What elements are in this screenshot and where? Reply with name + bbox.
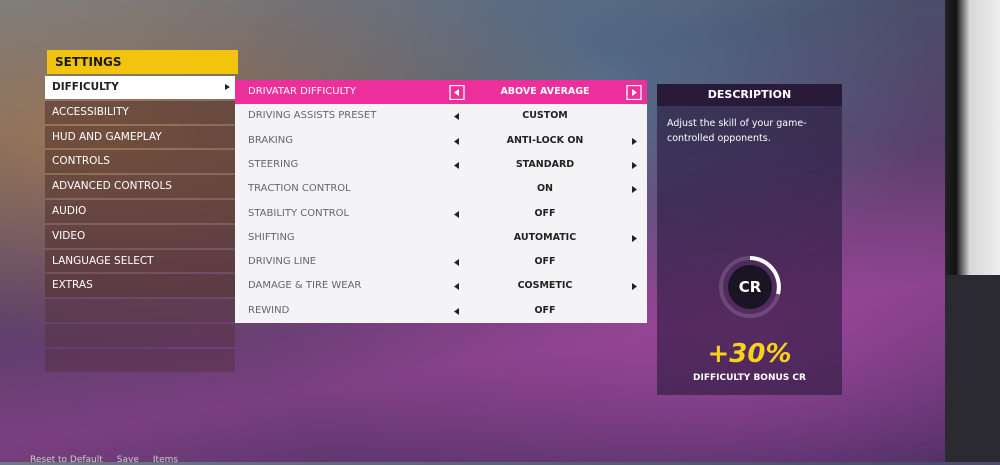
- left-arrow[interactable]: [449, 85, 465, 100]
- left-arrow[interactable]: [449, 207, 465, 222]
- bonus-caption: DIFFICULTY BONUS CR: [693, 373, 806, 383]
- setting-label: DRIVATAR DIFFICULTY: [248, 86, 356, 97]
- menu-item[interactable]: AUDIO: [45, 199, 235, 223]
- cr-gauge: CR: [719, 256, 781, 318]
- menu-item[interactable]: LANGUAGE SELECT: [45, 249, 235, 273]
- setting-label: SHIFTING: [248, 231, 295, 243]
- right-arrow[interactable]: [626, 134, 642, 149]
- setting-value: AUTOMATIC: [513, 231, 577, 243]
- left-arrow[interactable]: [449, 158, 465, 173]
- setting-label: BRAKING: [248, 134, 293, 146]
- setting-row[interactable]: DRIVATAR DIFFICULTY ABOVE AVERAGE: [235, 80, 647, 105]
- setting-row[interactable]: DRIVING ASSISTS PRESET CUSTOM: [235, 104, 647, 128]
- footer-hint[interactable]: Reset to Default: [30, 455, 103, 465]
- setting-row[interactable]: BRAKING ANTI-LOCK ON: [235, 129, 647, 153]
- footer-hints: Reset to Default Save Items: [30, 455, 192, 465]
- setting-label: REWIND: [248, 304, 290, 316]
- setting-value: COSMETIC: [517, 280, 573, 292]
- setting-value: ANTI-LOCK ON: [506, 134, 584, 146]
- right-arrow[interactable]: [626, 85, 642, 100]
- menu-item[interactable]: DIFFICULTY: [45, 76, 235, 99]
- footer-hint[interactable]: Save: [116, 455, 139, 465]
- setting-label: STABILITY CONTROL: [248, 207, 350, 219]
- setting-row[interactable]: SHIFTING AUTOMATIC: [235, 226, 647, 250]
- description-panel: DESCRIPTION Adjust the skill of your gam…: [657, 84, 842, 395]
- description-title: DESCRIPTION: [657, 84, 842, 106]
- setting-value: ABOVE AVERAGE: [500, 86, 590, 97]
- setting-label: DRIVING ASSISTS PRESET: [248, 110, 377, 122]
- menu-slot: [45, 299, 235, 322]
- menu-slot: [45, 323, 235, 347]
- bonus-value: +30%: [707, 339, 792, 369]
- setting-value: CUSTOM: [522, 110, 568, 122]
- right-arrow[interactable]: [626, 231, 642, 246]
- footer-hint[interactable]: Items: [152, 455, 179, 465]
- setting-label: STEERING: [248, 158, 299, 170]
- menu-item[interactable]: EXTRAS: [45, 274, 235, 298]
- setting-label: TRACTION CONTROL: [248, 183, 351, 195]
- left-arrow[interactable]: [449, 109, 465, 124]
- right-arrow[interactable]: [626, 158, 642, 173]
- setting-value: OFF: [534, 304, 556, 316]
- setting-row[interactable]: DRIVING LINE OFF: [235, 250, 647, 274]
- menu-item[interactable]: HUD AND GAMEPLAY: [45, 125, 235, 149]
- setting-value: OFF: [534, 207, 556, 219]
- setting-row[interactable]: TRACTION CONTROL ON: [235, 177, 647, 201]
- setting-row[interactable]: STEERING STANDARD: [235, 153, 647, 177]
- left-arrow[interactable]: [449, 134, 465, 149]
- setting-row[interactable]: REWIND OFF: [235, 299, 647, 323]
- menu-item[interactable]: ADVANCED CONTROLS: [45, 175, 235, 198]
- description-text: Adjust the skill of your game-controlled…: [667, 118, 807, 144]
- left-arrow[interactable]: [449, 304, 465, 319]
- left-arrow[interactable]: [449, 279, 465, 294]
- left-arrow[interactable]: [449, 255, 465, 270]
- setting-row[interactable]: STABILITY CONTROL OFF: [235, 202, 647, 226]
- right-arrow[interactable]: [626, 182, 642, 197]
- right-arrow[interactable]: [626, 279, 642, 294]
- menu: DIFFICULTY ACCESSIBILITY HUD AND GAMEPLAY C…: [45, 76, 235, 374]
- setting-value: STANDARD: [515, 158, 575, 170]
- settings-title: SETTINGS: [47, 50, 238, 74]
- setting-value: OFF: [534, 256, 556, 268]
- menu-slot: [45, 348, 235, 372]
- monitor-edge: [945, 275, 1000, 462]
- menu-item[interactable]: VIDEO: [45, 224, 235, 248]
- setting-row[interactable]: DAMAGE & TIRE WEAR COSMETIC: [235, 274, 647, 298]
- setting-value: ON: [536, 183, 554, 195]
- menu-item[interactable]: ACCESSIBILITY: [45, 100, 235, 124]
- setting-label: DAMAGE & TIRE WEAR: [248, 280, 362, 292]
- cr-badge: CR: [739, 278, 762, 296]
- menu-item[interactable]: CONTROLS: [45, 150, 235, 174]
- setting-label: DRIVING LINE: [248, 256, 317, 268]
- settings-list: DRIVATAR DIFFICULTY ABOVE AVERAGE DRIVING …: [235, 80, 647, 323]
